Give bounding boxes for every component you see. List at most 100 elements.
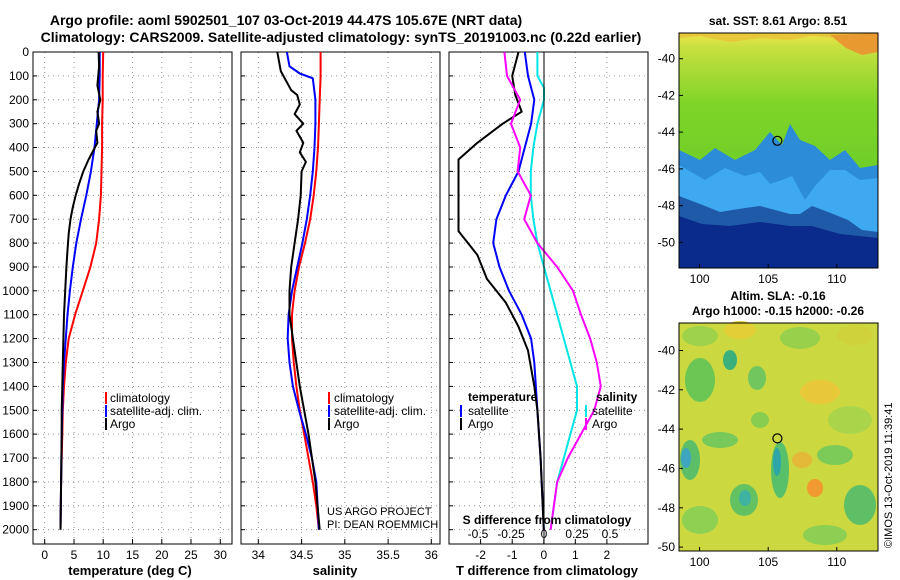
lat-tick-label: -46	[658, 461, 676, 475]
x-tick-label: 1	[572, 548, 579, 562]
sla-anomaly	[800, 380, 840, 404]
depth-tick-label: 400	[9, 141, 29, 155]
sla-map-frame	[678, 322, 879, 552]
s-tick-label: -0.25	[497, 527, 525, 541]
lon-tick-label: 100	[690, 555, 710, 569]
lon-tick-label: 110	[827, 272, 846, 286]
sst-map: sat. SST: 8.61 Argo: 8.51 100 105 110 -40 -4…	[658, 14, 879, 286]
lat-tick-label: -50	[658, 235, 676, 249]
legend-satellite-adj-clim: satellite-adj. clim.	[110, 404, 202, 418]
x-tick-label: 15	[126, 548, 140, 562]
legend-argo: Argo	[334, 417, 360, 431]
series-line-s-satellite	[529, 52, 578, 530]
depth-tick-label: 1100	[3, 308, 29, 322]
sst-warm-patch	[830, 33, 878, 55]
lat-tick-label: -42	[658, 383, 676, 397]
sla-anomaly	[739, 490, 751, 506]
float-position-marker	[772, 135, 783, 146]
sla-anomaly	[780, 327, 820, 349]
series-line-t-argo	[457, 52, 545, 530]
sla-anomaly	[681, 448, 691, 468]
legend-temperature-heading: temperature	[468, 390, 538, 404]
s-tick-label: 0	[541, 527, 548, 541]
depth-tick-label: 300	[9, 117, 29, 131]
temperature-axis-label: temperature (deg C)	[68, 563, 192, 578]
depth-tick-label: 1200	[2, 332, 29, 346]
salinity-axis: 34 34.5 35 35.5 36	[252, 539, 439, 562]
lat-tick-label: -48	[658, 501, 676, 515]
legend-argo: Argo	[110, 417, 136, 431]
lon-tick-label: 100	[690, 272, 710, 286]
depth-tick-label: 1000	[2, 284, 29, 298]
legend-satellite-adj-clim: satellite-adj. clim.	[334, 404, 426, 418]
legend-t-satellite: satellite	[468, 404, 509, 418]
credit-project: US ARGO PROJECT	[327, 506, 432, 518]
depth-tick-label: 1400	[2, 379, 29, 393]
depth-tick-label: 2000	[2, 523, 29, 537]
depth-tick-label: 700	[9, 212, 29, 226]
sst-warm-band	[679, 33, 878, 42]
depth-tick-label: 1700	[2, 451, 29, 465]
temperature-axis: 0 5 10 15 20 25 30	[41, 539, 227, 562]
lat-tick-label: -50	[658, 540, 676, 554]
lat-tick-label: -48	[658, 199, 676, 213]
legend-t-argo: Argo	[468, 417, 494, 431]
legend-s-satellite: satellite	[592, 404, 633, 418]
lat-tick-label: -42	[658, 88, 676, 102]
x-tick-label: -1	[507, 548, 518, 562]
sst-map-frame	[678, 32, 879, 269]
sla-anomaly	[685, 358, 715, 402]
lat-tick-label: -44	[658, 422, 676, 436]
depth-tick-label: 0	[22, 45, 29, 59]
s-difference-axis: -0.5 -0.25 0 0.25 0.5	[468, 527, 619, 541]
sla-anomaly	[682, 506, 718, 534]
temperature-panel: 0100200300400500600700800900100011001200…	[2, 45, 233, 578]
series-line-s-argo	[503, 52, 602, 530]
salinity-panel: 34 34.5 35 35.5 36 salinity climatology sate…	[240, 51, 441, 578]
float-position-marker	[772, 433, 783, 444]
figure-title-line2: Climatology: CARS2009. Satellite-adjuste…	[41, 29, 642, 45]
x-tick-label: 34	[252, 548, 266, 562]
x-tick-label: 25	[184, 548, 198, 562]
t-difference-axis-label: T difference from climatology	[456, 563, 639, 578]
sla-anomaly	[817, 445, 853, 465]
series-line-satellite-adj-clim-	[285, 52, 320, 530]
depth-tick-label: 200	[9, 93, 29, 107]
series-line-climatology	[291, 52, 322, 530]
sla-map-subtitle: Argo h1000: -0.15 h2000: -0.26	[692, 304, 864, 318]
x-tick-label: 35.5	[376, 548, 400, 562]
salinity-legend: climatology satellite-adj. clim. Argo	[328, 391, 426, 431]
depth-tick-label: 900	[9, 260, 29, 274]
x-tick-label: 0	[540, 548, 547, 562]
x-tick-label: 36	[425, 548, 439, 562]
temperature-diff-legend: temperature satellite Argo	[460, 390, 538, 431]
depth-tick-label: 1300	[2, 356, 29, 370]
x-tick-label: 30	[214, 548, 228, 562]
sla-anomaly	[724, 321, 756, 339]
sst-map-title: sat. SST: 8.61 Argo: 8.51	[709, 14, 848, 28]
difference-frame	[448, 51, 649, 545]
depth-tick-label: 600	[9, 188, 29, 202]
salinity-axis-label: salinity	[313, 563, 359, 578]
credit-pi: PI: DEAN ROEMMICH	[327, 519, 438, 531]
sst-coldest-zone	[679, 216, 878, 268]
x-tick-label: -2	[475, 548, 486, 562]
sla-anomaly	[682, 326, 718, 346]
sla-anomaly	[792, 452, 812, 468]
series-line-argo	[276, 52, 321, 530]
sla-anomaly	[828, 406, 872, 434]
x-tick-label: 35	[338, 548, 352, 562]
temperature-legend: climatology satellite-adj. clim. Argo	[105, 391, 202, 431]
depth-tick-label: 1500	[2, 403, 29, 417]
t-difference-axis: -2 -1 0 1 2	[475, 539, 611, 562]
x-tick-label: 20	[155, 548, 169, 562]
depth-tick-label: 500	[9, 164, 29, 178]
s-tick-label: 0.5	[602, 527, 619, 541]
depth-axis: 0 100 200 300 400 500 600 700 800 900 1000 1100 1200…	[2, 45, 29, 537]
s-tick-label: -0.5	[468, 527, 489, 541]
sla-anomaly	[837, 325, 873, 345]
sla-anomaly	[773, 448, 781, 476]
salinity-frame	[240, 51, 441, 545]
x-tick-label: 34.5	[290, 548, 314, 562]
x-tick-label: 2	[604, 548, 611, 562]
